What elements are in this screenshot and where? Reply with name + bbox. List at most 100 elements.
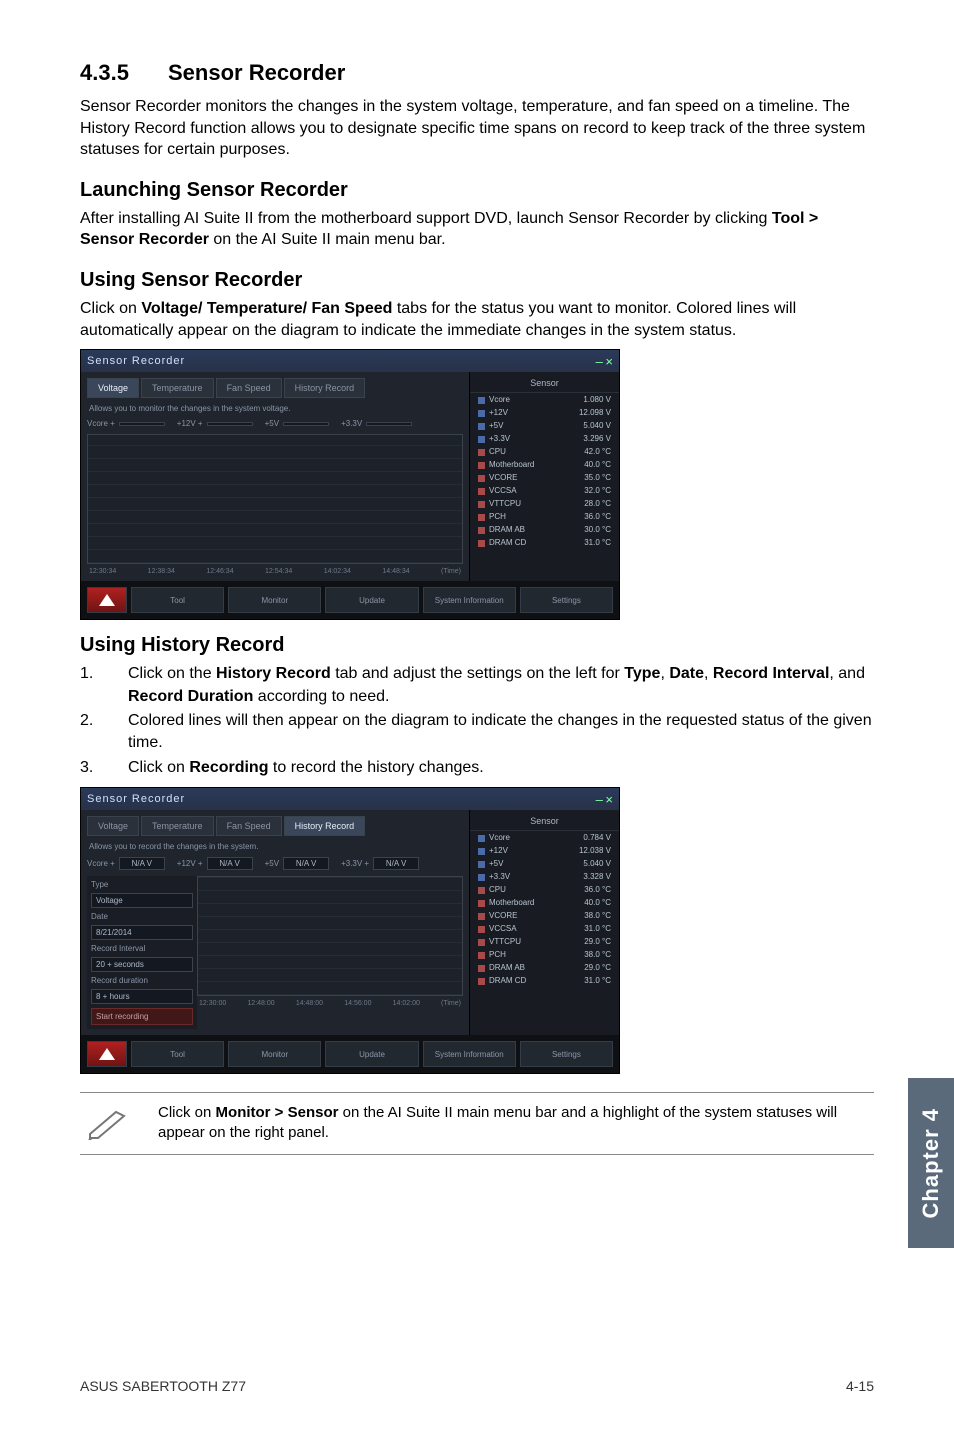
input-5v: +5V N/A V	[265, 857, 329, 870]
sensor-value: 36.0 °C	[584, 512, 611, 521]
sensor-row: +12V12.098 V	[470, 406, 619, 419]
input-12v: +12V +N/A V	[177, 857, 253, 870]
tab-bar: Voltage Temperature Fan Speed History Re…	[87, 816, 463, 836]
t: Click on	[158, 1104, 216, 1121]
record-duration-field[interactable]: 8 + hours	[91, 989, 193, 1004]
bottom-monitor[interactable]: Monitor	[228, 1041, 321, 1067]
window-body: Voltage Temperature Fan Speed History Re…	[81, 810, 619, 1035]
tick: 14:56:00	[344, 1000, 371, 1007]
sensor-row: VTTCPU29.0 °C	[470, 935, 619, 948]
bottom-settings[interactable]: Settings	[520, 587, 613, 613]
step-number: 2.	[80, 710, 93, 732]
sensor-label: Motherboard	[478, 898, 534, 907]
history-area: Type Voltage Date 8/21/2014 Record Inter…	[87, 876, 463, 1029]
page: 4.3.5Sensor Recorder Sensor Recorder mon…	[0, 0, 954, 1438]
minimize-button[interactable]: –	[596, 354, 603, 369]
field[interactable]: N/A V	[119, 857, 165, 870]
sensor-row: VCORE35.0 °C	[470, 471, 619, 484]
sensor-label: VTTCPU	[478, 499, 521, 508]
history-chart	[197, 876, 463, 996]
bottom-monitor[interactable]: Monitor	[228, 587, 321, 613]
bottom-bar: Tool Monitor Update System Information S…	[81, 1035, 619, 1073]
sensor-value: 30.0 °C	[584, 525, 611, 534]
sensor-value: 12.038 V	[579, 846, 611, 855]
field[interactable]	[119, 422, 165, 426]
history-steps: 1. Click on the History Record tab and a…	[80, 663, 874, 779]
label: +3.3V +	[341, 859, 369, 868]
chapter-tab: Chapter 4	[908, 1078, 954, 1248]
bottom-tool[interactable]: Tool	[131, 1041, 224, 1067]
field[interactable]: N/A V	[207, 857, 253, 870]
type-select[interactable]: Voltage	[91, 893, 193, 908]
field[interactable]	[283, 422, 329, 426]
field[interactable]: N/A V	[373, 857, 419, 870]
bottom-update[interactable]: Update	[325, 587, 418, 613]
sensor-value: 29.0 °C	[584, 963, 611, 972]
tab-temperature[interactable]: Temperature	[141, 816, 214, 836]
sensor-value: 5.040 V	[583, 859, 611, 868]
window-title: Sensor Recorder	[87, 355, 185, 367]
sensor-label: VCORE	[478, 911, 517, 920]
field[interactable]	[207, 422, 253, 426]
sensor-value: 3.296 V	[583, 434, 611, 443]
bottom-bar: Tool Monitor Update System Information S…	[81, 581, 619, 619]
sensor-label: Vcore	[478, 395, 510, 404]
bottom-sysinfo[interactable]: System Information	[423, 587, 516, 613]
close-button[interactable]: ×	[605, 792, 613, 807]
using-text-a: Click on	[80, 300, 141, 317]
tab-history-record[interactable]: History Record	[284, 816, 366, 836]
record-interval-field[interactable]: 20 + seconds	[91, 957, 193, 972]
time-axis: 12:30:00 12:48:00 14:48:00 14:56:00 14:0…	[197, 1000, 463, 1007]
tab-fan-speed[interactable]: Fan Speed	[216, 816, 282, 836]
minimize-button[interactable]: –	[596, 792, 603, 807]
window-controls: – ×	[596, 354, 613, 369]
sensor-row: PCH38.0 °C	[470, 948, 619, 961]
history-record-label: History Record	[216, 665, 331, 682]
field[interactable]	[366, 422, 412, 426]
sensor-label: VTTCPU	[478, 937, 521, 946]
close-button[interactable]: ×	[605, 354, 613, 369]
tab-history-record[interactable]: History Record	[284, 378, 366, 398]
date-field[interactable]: 8/21/2014	[91, 925, 193, 940]
sensor-label: +3.3V	[478, 872, 510, 881]
sensor-row: +12V12.038 V	[470, 844, 619, 857]
bottom-sysinfo[interactable]: System Information	[423, 1041, 516, 1067]
chapter-tab-label: Chapter 4	[918, 1108, 944, 1218]
step-2: 2.Colored lines will then appear on the …	[80, 710, 874, 755]
sensor-value: 12.098 V	[579, 408, 611, 417]
sensor-value: 1.080 V	[583, 395, 611, 404]
tab-voltage[interactable]: Voltage	[87, 378, 139, 398]
sensor-row: DRAM CD31.0 °C	[470, 536, 619, 549]
section-title-text: Sensor Recorder	[168, 60, 345, 85]
t: according to need.	[253, 688, 389, 705]
sensor-value: 3.328 V	[583, 872, 611, 881]
step-1: 1. Click on the History Record tab and a…	[80, 663, 874, 708]
sensor-value: 40.0 °C	[584, 898, 611, 907]
bottom-update[interactable]: Update	[325, 1041, 418, 1067]
note-box: Click on Monitor > Sensor on the AI Suit…	[80, 1092, 874, 1155]
tick: 14:02:00	[393, 1000, 420, 1007]
field[interactable]: N/A V	[283, 857, 329, 870]
start-recording-button[interactable]: Start recording	[91, 1008, 193, 1025]
tab-voltage[interactable]: Voltage	[87, 816, 139, 836]
t: Click on the	[128, 665, 216, 682]
t: ,	[660, 665, 669, 682]
tab-temperature[interactable]: Temperature	[141, 378, 214, 398]
launch-text-a: After installing AI Suite II from the mo…	[80, 210, 772, 227]
label: +5V	[265, 859, 279, 868]
bottom-tool[interactable]: Tool	[131, 587, 224, 613]
history-settings-panel: Type Voltage Date 8/21/2014 Record Inter…	[87, 876, 197, 1029]
type-label: Type	[91, 880, 193, 889]
label: +12V +	[177, 419, 203, 428]
tick: 12:38:34	[148, 568, 175, 575]
bottom-settings[interactable]: Settings	[520, 1041, 613, 1067]
intro-paragraph: Sensor Recorder monitors the changes in …	[80, 96, 874, 161]
input-5v: +5V	[265, 419, 329, 428]
step-number: 3.	[80, 757, 93, 779]
using-heading: Using Sensor Recorder	[80, 269, 874, 292]
tab-fan-speed[interactable]: Fan Speed	[216, 378, 282, 398]
window-titlebar: Sensor Recorder – ×	[81, 350, 619, 372]
label: Vcore +	[87, 419, 115, 428]
using-paragraph: Click on Voltage/ Temperature/ Fan Speed…	[80, 298, 874, 341]
sensor-value: 38.0 °C	[584, 911, 611, 920]
